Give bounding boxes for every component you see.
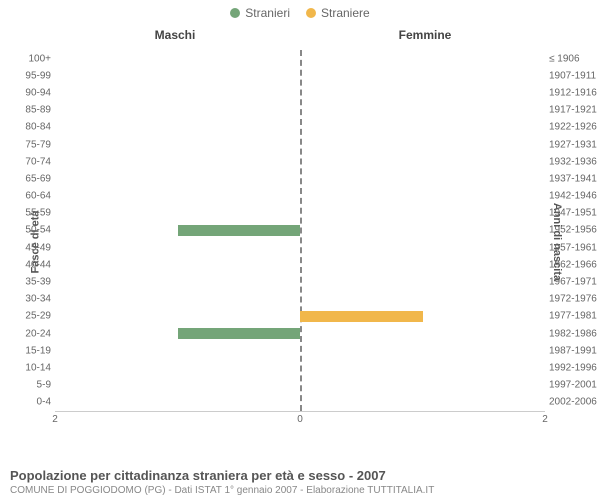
age-row: 80-841922-1926	[55, 119, 545, 136]
legend-label-male: Stranieri	[245, 6, 290, 20]
age-row: 5-91997-2001	[55, 377, 545, 394]
age-row: 30-341972-1976	[55, 291, 545, 308]
birth-year-label: 1952-1956	[549, 225, 597, 236]
birth-year-label: 1907-1911	[549, 70, 597, 81]
age-row: 90-941912-1916	[55, 84, 545, 101]
birth-year-label: 1992-1996	[549, 363, 597, 374]
age-label: 75-79	[15, 139, 51, 150]
legend-item-female: Straniere	[306, 6, 370, 20]
birth-year-label: 1947-1951	[549, 208, 597, 219]
birth-year-label: 1912-1916	[549, 87, 597, 98]
age-label: 30-34	[15, 294, 51, 305]
age-row: 50-541952-1956	[55, 222, 545, 239]
chart-subtitle: COMUNE DI POGGIODOMO (PG) - Dati ISTAT 1…	[10, 485, 590, 496]
age-label: 5-9	[15, 380, 51, 391]
bar-male	[178, 225, 301, 235]
age-label: 15-19	[15, 345, 51, 356]
age-row: 40-441962-1966	[55, 256, 545, 273]
chart: Fasce di età Anni di nascita 100+≤ 19069…	[0, 42, 600, 442]
birth-year-label: 1937-1941	[549, 173, 597, 184]
age-row: 45-491957-1961	[55, 239, 545, 256]
panel-title-right: Femmine	[300, 28, 550, 42]
x-axis-ticks: 2 0 2	[55, 414, 545, 428]
legend-label-female: Straniere	[321, 6, 370, 20]
age-label: 25-29	[15, 311, 51, 322]
birth-year-label: 2002-2006	[549, 397, 597, 408]
age-label: 80-84	[15, 122, 51, 133]
birth-year-label: 1967-1971	[549, 277, 597, 288]
age-label: 95-99	[15, 70, 51, 81]
age-label: 35-39	[15, 277, 51, 288]
chart-title: Popolazione per cittadinanza straniera p…	[10, 468, 590, 483]
age-label: 50-54	[15, 225, 51, 236]
legend-item-male: Stranieri	[230, 6, 290, 20]
legend: Stranieri Straniere	[0, 0, 600, 20]
age-label: 85-89	[15, 105, 51, 116]
age-label: 90-94	[15, 87, 51, 98]
age-label: 65-69	[15, 173, 51, 184]
birth-year-label: 1962-1966	[549, 259, 597, 270]
age-label: 70-74	[15, 156, 51, 167]
age-label: 10-14	[15, 363, 51, 374]
plot-area: 100+≤ 190695-991907-191190-941912-191685…	[55, 50, 545, 412]
legend-swatch-female	[306, 8, 316, 18]
age-row: 55-591947-1951	[55, 205, 545, 222]
x-tick-right: 2	[542, 414, 548, 425]
age-row: 85-891917-1921	[55, 102, 545, 119]
age-row: 100+≤ 1906	[55, 50, 545, 67]
age-label: 60-64	[15, 191, 51, 202]
age-row: 20-241982-1986	[55, 325, 545, 342]
bar-female	[300, 311, 423, 321]
birth-year-label: 1927-1931	[549, 139, 597, 150]
age-label: 100+	[15, 53, 51, 64]
age-row: 70-741932-1936	[55, 153, 545, 170]
x-tick-left: 2	[52, 414, 58, 425]
birth-year-label: 1972-1976	[549, 294, 597, 305]
age-row: 25-291977-1981	[55, 308, 545, 325]
age-label: 40-44	[15, 259, 51, 270]
age-row: 10-141992-1996	[55, 359, 545, 376]
panel-titles: Maschi Femmine	[50, 28, 550, 42]
birth-year-label: ≤ 1906	[549, 53, 597, 64]
birth-year-label: 1987-1991	[549, 345, 597, 356]
age-row: 0-42002-2006	[55, 394, 545, 411]
birth-year-label: 1932-1936	[549, 156, 597, 167]
panel-title-left: Maschi	[50, 28, 300, 42]
age-label: 45-49	[15, 242, 51, 253]
birth-year-label: 1977-1981	[549, 311, 597, 322]
legend-swatch-male	[230, 8, 240, 18]
age-row: 35-391967-1971	[55, 273, 545, 290]
age-row: 75-791927-1931	[55, 136, 545, 153]
bar-male	[178, 328, 301, 338]
age-row: 60-641942-1946	[55, 188, 545, 205]
age-label: 55-59	[15, 208, 51, 219]
birth-year-label: 1942-1946	[549, 191, 597, 202]
age-label: 0-4	[15, 397, 51, 408]
age-row: 15-191987-1991	[55, 342, 545, 359]
x-tick-center: 0	[297, 414, 303, 425]
age-row: 65-691937-1941	[55, 170, 545, 187]
birth-year-label: 1982-1986	[549, 328, 597, 339]
footer: Popolazione per cittadinanza straniera p…	[10, 468, 590, 496]
birth-year-label: 1917-1921	[549, 105, 597, 116]
birth-year-label: 1922-1926	[549, 122, 597, 133]
birth-year-label: 1957-1961	[549, 242, 597, 253]
age-label: 20-24	[15, 328, 51, 339]
age-row: 95-991907-1911	[55, 67, 545, 84]
birth-year-label: 1997-2001	[549, 380, 597, 391]
